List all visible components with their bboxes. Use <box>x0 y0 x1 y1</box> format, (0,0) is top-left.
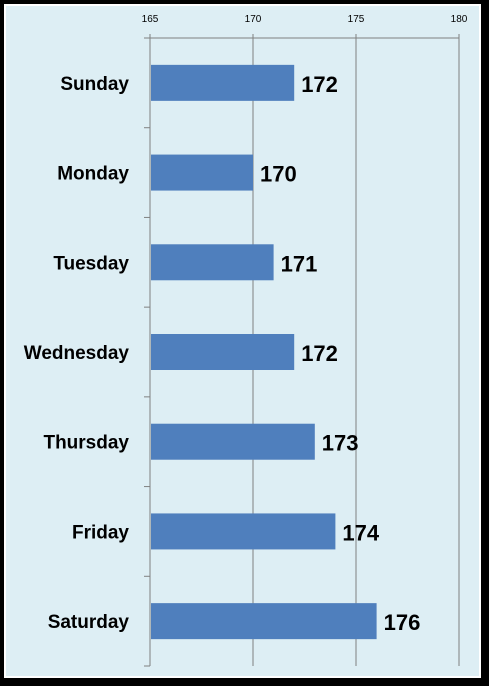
x-tick-label-175: 175 <box>348 14 365 25</box>
x-tick-label-170: 170 <box>245 14 262 25</box>
category-label-tuesday: Tuesday <box>53 253 129 274</box>
bar-sunday <box>151 64 295 101</box>
category-label-thursday: Thursday <box>43 433 129 454</box>
category-label-saturday: Saturday <box>48 612 130 633</box>
data-label-tuesday: 171 <box>281 251 318 276</box>
category-label-friday: Friday <box>72 522 129 543</box>
bar-thursday <box>151 423 315 460</box>
category-label-sunday: Sunday <box>60 74 129 95</box>
category-label-wednesday: Wednesday <box>24 343 130 364</box>
bar-monday <box>151 154 253 191</box>
bar-tuesday <box>151 244 274 281</box>
x-tick-label-165: 165 <box>142 14 159 25</box>
data-label-wednesday: 172 <box>301 341 338 366</box>
data-label-monday: 170 <box>260 162 297 187</box>
data-label-saturday: 176 <box>384 610 421 635</box>
data-label-friday: 174 <box>342 520 379 545</box>
bar-saturday <box>151 603 377 640</box>
x-tick-label-180: 180 <box>451 14 468 25</box>
data-label-sunday: 172 <box>301 72 338 97</box>
data-label-thursday: 173 <box>322 431 359 456</box>
category-label-monday: Monday <box>57 164 129 185</box>
bar-friday <box>151 513 336 550</box>
bar-wednesday <box>151 334 295 370</box>
